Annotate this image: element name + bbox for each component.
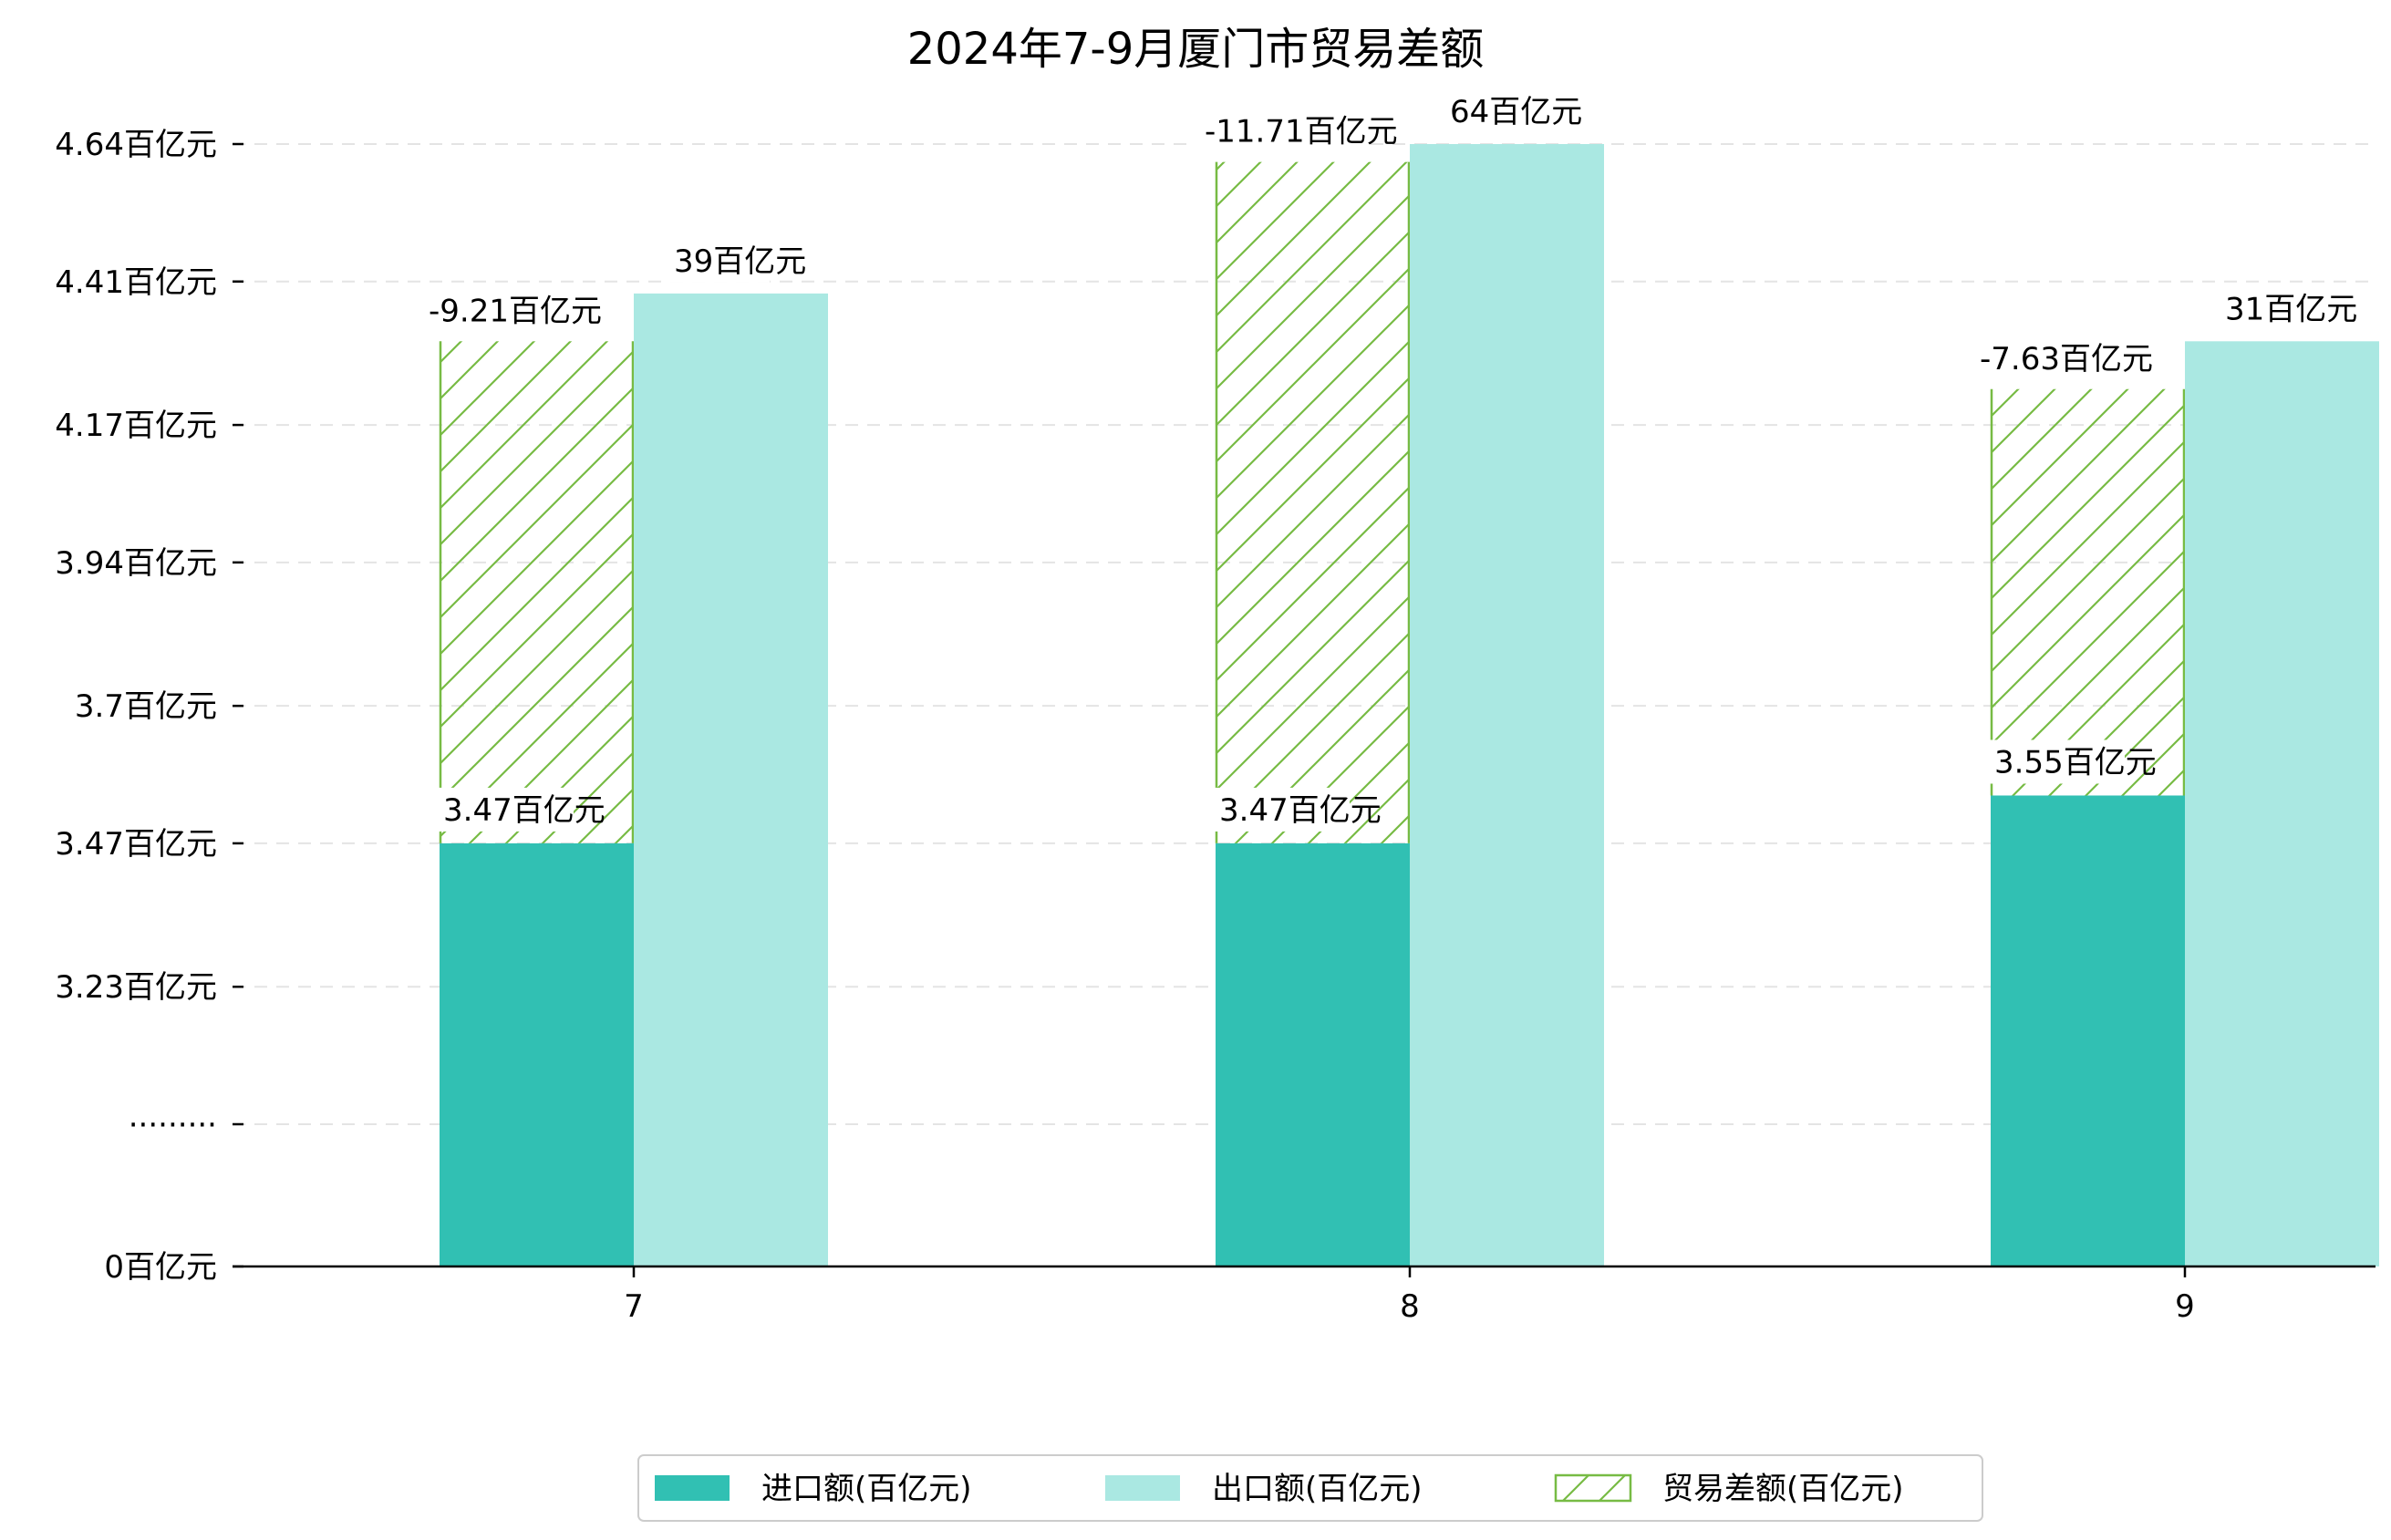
legend-swatch-export (1105, 1475, 1180, 1501)
y-tick-label: 3.47百亿元 (55, 826, 217, 863)
data-label-import: 3.55百亿元 (1994, 744, 2157, 780)
x-axis: 7 8 9 (624, 1266, 2195, 1325)
y-tick-label: 3.23百亿元 (55, 969, 217, 1006)
bar-export (1410, 144, 1604, 1266)
data-label-import-bg (1985, 739, 2125, 784)
data-label-trade-balance-bg (419, 288, 576, 333)
bar-import (1991, 795, 2185, 1266)
data-label-trade-balance: -7.63百亿元 (1980, 341, 2153, 377)
bar-import (1216, 842, 1410, 1266)
legend-label-export: 出口额(百亿元) (1212, 1471, 1423, 1507)
y-tick-label: 4.64百亿元 (55, 127, 217, 163)
y-tick-label: ········· (129, 1107, 217, 1143)
y-tick-label: 4.17百亿元 (55, 408, 217, 444)
legend-swatch-balance (1554, 1473, 1632, 1503)
data-labels-group: -9.21百亿元 39百亿元 3.47百亿元 -11.71百亿元 64百亿元 3.47百亿… (419, 89, 2357, 832)
data-label-trade-balance-bg (1971, 336, 2127, 380)
bar-import (440, 842, 634, 1266)
bars-group (439, 144, 2379, 1266)
bar-export (634, 293, 828, 1266)
data-label-export: 64百亿元 (1450, 94, 1582, 130)
data-label-export: 31百亿元 (2225, 291, 2357, 327)
data-label-export-bg (1441, 89, 1546, 133)
data-label-export-bg (665, 238, 770, 283)
data-label-import-bg (1210, 787, 1350, 832)
legend-label-import: 进口额(百亿元) (761, 1471, 972, 1507)
y-tick-label: 3.7百亿元 (75, 688, 217, 725)
y-tick-label: 4.41百亿元 (55, 264, 217, 301)
data-label-trade-balance: -11.71百亿元 (1205, 114, 1398, 150)
y-tick-label: 0百亿元 (104, 1249, 217, 1286)
x-tick-label: 9 (2175, 1288, 2195, 1325)
legend-label-balance: 贸易差额(百亿元) (1662, 1471, 1904, 1507)
y-tick-label: 3.94百亿元 (55, 545, 217, 582)
bar-trade-balance (1991, 388, 2185, 796)
data-label-import-bg (434, 787, 574, 832)
data-label-import: 3.47百亿元 (443, 792, 606, 829)
x-tick-label: 7 (624, 1288, 644, 1325)
legend-swatch-import (655, 1475, 730, 1501)
data-label-trade-balance-bg (1196, 109, 1370, 153)
x-tick-label: 8 (1400, 1288, 1420, 1325)
y-axis: 0百亿元 ········· 3.23百亿元 3.47百亿元 3.7百亿元 3.94百亿元… (55, 127, 243, 1286)
legend-frame (637, 1454, 1983, 1522)
bar-trade-balance (440, 341, 634, 843)
bar-trade-balance (1216, 161, 1410, 843)
data-label-export: 39百亿元 (674, 243, 806, 280)
legend: 进口额(百亿元) 出口额(百亿元) 贸易差额(百亿元) (637, 1454, 1983, 1522)
data-label-export-bg (2216, 286, 2321, 331)
bar-export (2185, 341, 2379, 1266)
chart-title: 2024年7-9月厦门市贸易差额 (907, 24, 1485, 75)
data-label-import: 3.47百亿元 (1219, 792, 1382, 829)
data-label-trade-balance: -9.21百亿元 (429, 293, 602, 329)
